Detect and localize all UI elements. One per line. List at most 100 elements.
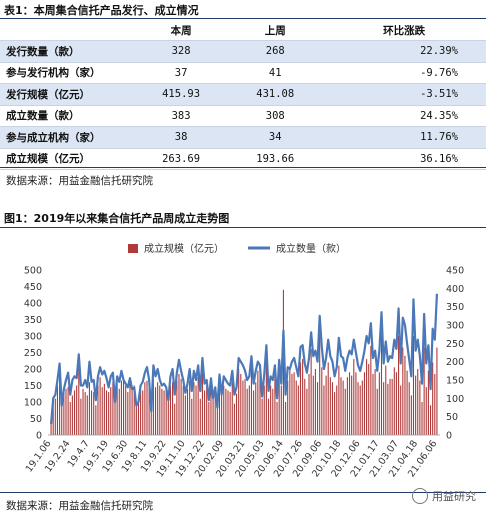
bar-mark: [385, 365, 387, 435]
bar-mark: [91, 390, 93, 435]
bar-mark: [135, 403, 137, 435]
legend-label-line: 成立数量（款）: [276, 242, 346, 255]
bar-mark: [105, 390, 108, 435]
y-left-tick-label: 150: [24, 381, 42, 392]
bar-mark: [214, 388, 216, 435]
bar-mark: [434, 373, 436, 435]
legend-label-bar: 成立规模（亿元）: [144, 242, 224, 255]
bar-mark: [229, 392, 231, 435]
bar-mark: [101, 387, 103, 435]
bar-mark: [54, 398, 56, 435]
header-this-week: 本周: [134, 20, 229, 41]
bar-mark: [172, 382, 174, 435]
bar-mark: [387, 383, 389, 435]
bar-mark: [376, 388, 378, 435]
bar-mark: [415, 375, 417, 435]
bar-mark: [120, 380, 122, 435]
cell-last-week: 34: [228, 126, 323, 149]
bar-mark: [163, 390, 165, 435]
bar-mark: [195, 385, 197, 435]
bar-mark: [348, 372, 351, 435]
bar-mark: [368, 364, 370, 435]
watermark-logo-icon: [412, 488, 428, 504]
watermark-text: 用益研究: [432, 490, 476, 503]
bar-mark: [50, 421, 52, 435]
table-title: 表1：本周集合信托产品发行、成立情况: [4, 4, 199, 17]
bar-mark: [291, 373, 293, 435]
bar-mark: [184, 395, 186, 435]
bar-mark: [186, 388, 189, 435]
bar-mark: [67, 387, 69, 435]
bar-mark: [212, 395, 214, 435]
bar-mark: [342, 380, 344, 435]
bar-mark: [378, 372, 380, 435]
bar-mark: [374, 369, 376, 435]
bar-mark: [293, 372, 295, 435]
bar-mark: [423, 347, 425, 435]
cell-this-week: 38: [134, 126, 229, 149]
bar-mark: [302, 359, 304, 435]
bar-mark: [263, 385, 265, 435]
y-left-tick-label: 450: [24, 282, 42, 293]
bar-mark: [429, 405, 432, 435]
bar-mark: [103, 383, 105, 435]
cell-last-week: 308: [228, 105, 323, 127]
bar-mark: [59, 375, 61, 435]
cell-this-week: 328: [134, 40, 229, 63]
bar-mark: [261, 398, 263, 435]
bar-mark: [227, 390, 229, 435]
bar-mark: [380, 336, 383, 435]
y-left-tick-label: 250: [24, 348, 42, 359]
line-series-path: [49, 293, 439, 425]
cell-last-week: 193.66: [228, 148, 323, 170]
bar-mark: [417, 369, 419, 435]
bar-mark: [216, 403, 218, 435]
bar-mark: [146, 380, 148, 435]
bar-mark: [280, 385, 282, 435]
bar-mark: [238, 369, 240, 435]
bar-mark: [353, 359, 355, 435]
bar-mark: [231, 382, 233, 435]
y-axis-left: 0 50 100 150 200 250 300 350 400 450 500: [24, 266, 42, 442]
bar-mark: [176, 380, 178, 435]
bar-mark: [69, 402, 71, 435]
y-right-tick-label: 300: [446, 321, 464, 332]
weekly-trend-chart: 成立规模（亿元） 成立数量（款） 0 50 100 150 200 250 300 350 40…: [24, 242, 464, 479]
table-row: 发行规模（亿元） 415.93 431.08 -3.51%: [0, 83, 486, 106]
bar-mark: [344, 388, 346, 435]
bar-mark: [148, 383, 150, 435]
bar-mark: [142, 390, 144, 435]
cell-change: -9.76%: [322, 62, 486, 84]
figure-title: 图1：2019年以来集合信托产品周成立走势图: [4, 212, 230, 225]
bar-mark: [402, 347, 404, 435]
bar-mark: [338, 365, 340, 435]
chart-legend: 成立规模（亿元） 成立数量（款）: [128, 242, 346, 255]
bar-mark: [404, 355, 406, 435]
bar-mark: [161, 388, 163, 435]
y-right-tick-label: 100: [446, 394, 464, 405]
cell-last-week: 431.08: [228, 83, 323, 106]
row-label: 发行规模（亿元）: [0, 83, 134, 106]
row-label: 成立规模（亿元）: [0, 148, 134, 170]
bar-mark: [223, 385, 225, 435]
bar-mark: [93, 392, 95, 435]
row-label: 参与成立机构（家）: [0, 126, 134, 149]
bar-mark: [131, 388, 133, 435]
bar-mark: [395, 372, 397, 435]
bar-mark: [304, 378, 306, 435]
cell-this-week: 383: [134, 105, 229, 127]
bar-mark: [323, 385, 325, 435]
cell-this-week: 263.69: [134, 148, 229, 170]
bar-mark: [169, 385, 171, 435]
bar-mark: [189, 380, 191, 435]
row-label: 参与发行机构（家）: [0, 62, 134, 84]
issuance-table: 本周 上周 环比涨跌 发行数量（款） 328 268 22.39% 参与发行机构…: [0, 20, 486, 170]
bar-series: [50, 289, 438, 435]
legend-swatch-bar: [128, 244, 138, 253]
bar-mark: [73, 390, 76, 435]
table-top-rule: [0, 18, 486, 19]
bar-mark: [193, 382, 195, 435]
figure-source-note: 数据来源：用益金融信托研究院: [6, 500, 153, 512]
bar-mark: [308, 373, 310, 435]
bar-mark: [78, 369, 80, 435]
